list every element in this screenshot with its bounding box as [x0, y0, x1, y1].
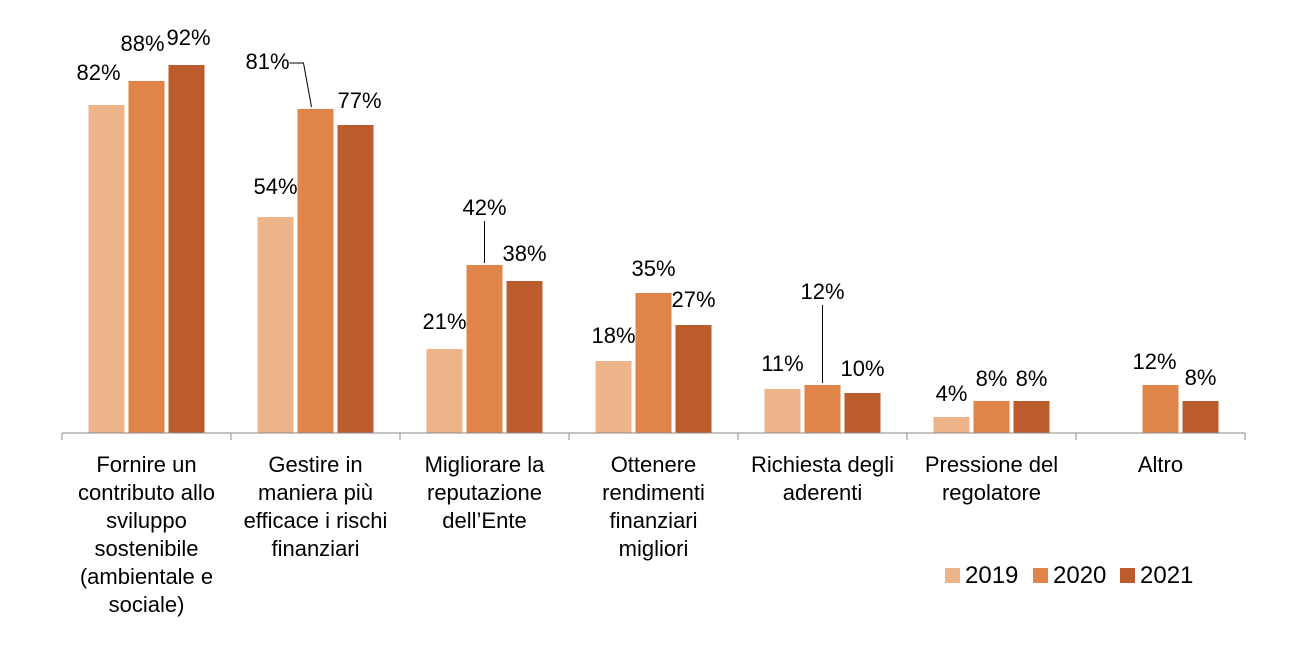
legend-label-2019: 2019	[965, 562, 1018, 589]
legend: 2019 2020 2021	[945, 562, 1193, 589]
data-label-2021-cat6: 8%	[1185, 365, 1217, 390]
data-label-2021-cat0: 92%	[166, 25, 210, 50]
data-label-2020-cat0: 88%	[120, 31, 164, 56]
bars-layer	[88, 65, 1219, 433]
legend-item-2020: 2020	[1033, 562, 1106, 589]
data-label-2021-cat3: 27%	[671, 287, 715, 312]
bar-2021-cat3	[675, 325, 712, 433]
data-label-2021-cat2: 38%	[502, 241, 546, 266]
category-labels-layer: Fornire un contributo allo sviluppo sosteni…	[78, 452, 1183, 617]
legend-swatch-2019	[945, 568, 960, 583]
bar-2020-cat4	[804, 385, 841, 433]
legend-item-2021: 2021	[1120, 562, 1193, 589]
category-label-5: Pressione del regolatore	[925, 452, 1058, 505]
bar-2019-cat4	[764, 389, 801, 433]
data-label-2019-cat1: 54%	[253, 174, 297, 199]
bar-2020-cat1	[297, 109, 334, 433]
data-label-2020-cat4: 12%	[800, 279, 844, 304]
data-label-2020-cat1: 81%	[245, 49, 289, 74]
legend-swatch-2021	[1120, 568, 1135, 583]
bar-2021-cat2	[506, 281, 543, 433]
category-label-1: Gestire in maniera più efficace i rischi fi…	[244, 452, 388, 561]
bar-2021-cat1	[337, 125, 374, 433]
legend-swatch-2020	[1033, 568, 1048, 583]
x-axis	[61, 432, 1246, 440]
data-labels-layer: 82% 54% 21% 18% 11% 4% 88% 81% 42% 35% 12% 8% 12% 92%…	[76, 25, 1216, 406]
bar-2021-cat0	[168, 65, 205, 433]
data-label-2019-cat5: 4%	[936, 381, 968, 406]
data-label-2019-cat3: 18%	[591, 323, 635, 348]
bar-2019-cat1	[257, 217, 294, 433]
bar-2021-cat4	[844, 393, 881, 433]
category-label-4: Richiesta degli aderenti	[751, 452, 894, 505]
bar-2019-cat3	[595, 361, 632, 433]
data-label-2021-cat4: 10%	[840, 356, 884, 381]
bar-2020-cat2	[466, 265, 503, 433]
data-label-2021-cat5: 8%	[1016, 366, 1048, 391]
bar-2019-cat5	[933, 417, 970, 433]
category-label-0: Fornire un contributo allo sviluppo sosteni…	[78, 452, 215, 617]
data-label-2019-cat4: 11%	[761, 351, 803, 376]
bar-2020-cat6	[1142, 385, 1179, 433]
category-label-6: Altro	[1138, 452, 1183, 477]
category-label-3: Ottenere rendimenti finanziari migliori	[602, 452, 705, 561]
bar-2019-cat0	[88, 105, 125, 433]
leader-line-2020-cat1	[289, 62, 312, 108]
bar-2019-cat2	[426, 349, 463, 433]
data-label-2020-cat2: 42%	[462, 195, 506, 220]
data-label-2020-cat3: 35%	[631, 256, 675, 281]
category-label-2: Migliorare la reputazione dell’Ente	[425, 452, 546, 533]
bar-2020-cat0	[128, 81, 165, 433]
data-label-2020-cat5: 8%	[976, 366, 1008, 391]
legend-label-2021: 2021	[1140, 562, 1193, 589]
leader-lines-layer	[289, 62, 823, 383]
data-label-2019-cat0: 82%	[76, 60, 120, 85]
bar-2020-cat3	[635, 293, 672, 433]
data-label-2021-cat1: 77%	[337, 88, 381, 113]
data-label-2020-cat6: 12%	[1132, 349, 1176, 374]
legend-label-2020: 2020	[1053, 562, 1106, 589]
bar-2021-cat5	[1013, 401, 1050, 433]
bar-2021-cat6	[1182, 401, 1219, 433]
legend-item-2019: 2019	[945, 562, 1018, 589]
bar-2020-cat5	[973, 401, 1010, 433]
data-label-2019-cat2: 21%	[422, 309, 466, 334]
